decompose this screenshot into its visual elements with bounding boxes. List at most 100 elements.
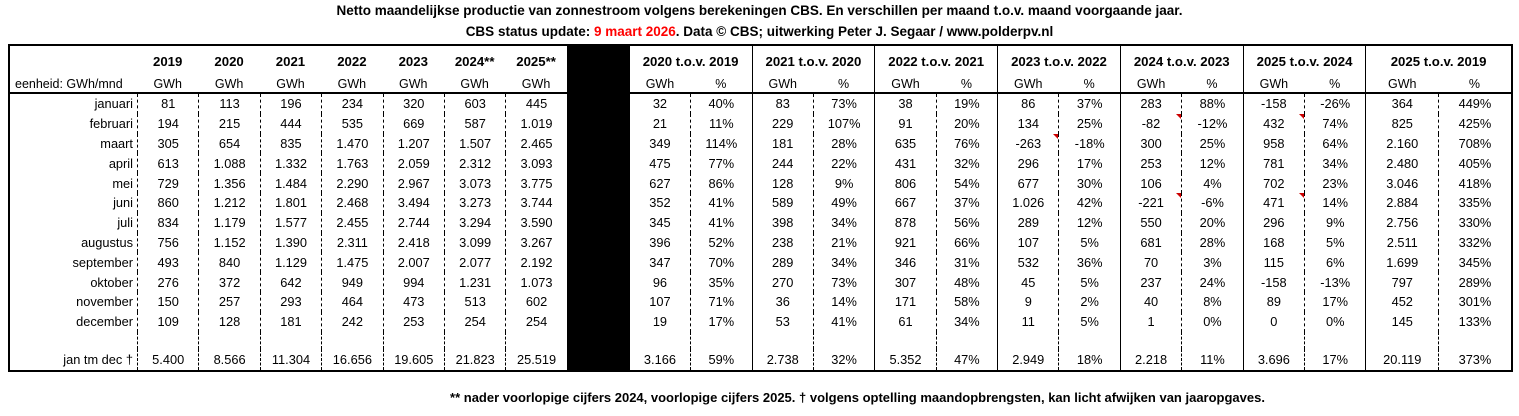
diff-pct-value-cell: 3% bbox=[1181, 252, 1242, 273]
diff-pct-total-cell: 373% bbox=[1438, 348, 1511, 370]
year-value-cell: 2.418 bbox=[382, 232, 444, 253]
diff-gwh-value-text: 432 bbox=[1263, 116, 1285, 132]
diff-gwh-value-cell: 32 bbox=[628, 94, 690, 114]
diff-gwh-value-cell: 627 bbox=[628, 173, 690, 193]
diff-pct-value-cell: 76% bbox=[935, 133, 997, 154]
spacer-cell bbox=[1119, 331, 1181, 349]
year-value-cell: 81 bbox=[137, 94, 198, 114]
diff-gwh-total-cell: 5.352 bbox=[874, 348, 935, 370]
year-value-cell: 669 bbox=[382, 113, 444, 134]
diff-pct-value-cell: 34% bbox=[812, 212, 874, 233]
year-value-cell: 729 bbox=[137, 173, 198, 193]
diff-pct-value-cell: -13% bbox=[1304, 272, 1365, 292]
unit-header-pct: % bbox=[1438, 76, 1511, 94]
diff-pct-total-cell: 59% bbox=[690, 348, 751, 370]
diff-pct-value-cell: 86% bbox=[690, 173, 751, 193]
year-value-cell: 3.073 bbox=[443, 173, 505, 193]
diff-gwh-value-cell: 398 bbox=[751, 212, 813, 233]
diff-pct-value-cell: 52% bbox=[690, 232, 751, 253]
diff-pct-value-cell: 54% bbox=[935, 173, 997, 193]
diff-pct-value-cell: 5% bbox=[1058, 311, 1119, 332]
year-value-cell: 3.744 bbox=[505, 192, 566, 213]
diff-pct-value-cell: 405% bbox=[1438, 153, 1511, 174]
diff-pct-value-cell: 36% bbox=[1058, 252, 1119, 273]
diff-pct-value-cell: 73% bbox=[812, 272, 874, 292]
diff-gwh-value-cell: 61 bbox=[874, 311, 935, 332]
year-value-cell: 444 bbox=[259, 113, 321, 134]
diff-pct-value-cell: 2% bbox=[1058, 291, 1119, 312]
diff-pct-value-cell: 345% bbox=[1438, 252, 1511, 273]
diff-gwh-value-cell: 134 bbox=[997, 113, 1058, 134]
diff-pct-value-cell: 6% bbox=[1304, 252, 1365, 273]
comment-marker-icon bbox=[1299, 192, 1305, 198]
spacer-cell bbox=[259, 331, 321, 349]
diff-gwh-value-cell: 296 bbox=[1242, 212, 1304, 233]
diff-gwh-value-cell: 45 bbox=[997, 272, 1058, 292]
diff-gwh-value-cell: 107 bbox=[628, 291, 690, 312]
diff-pct-total-cell: 32% bbox=[812, 348, 874, 370]
year-header: 2020 bbox=[214, 53, 244, 69]
diff-pct-value-cell: 28% bbox=[812, 133, 874, 154]
year-value-cell: 2.290 bbox=[321, 173, 382, 193]
spacer-cell bbox=[874, 331, 935, 349]
diff-gwh-value-cell: 431 bbox=[874, 153, 935, 174]
diff-pct-value-cell: 58% bbox=[935, 291, 997, 312]
diff-pct-value-cell: -26% bbox=[1304, 94, 1365, 114]
diff-gwh-value-cell: 128 bbox=[751, 173, 813, 193]
year-value-cell: 1.390 bbox=[259, 232, 321, 253]
year-value-cell: 860 bbox=[137, 192, 198, 213]
year-header: 2024** bbox=[454, 53, 495, 69]
diff-gwh-value-cell: 681 bbox=[1119, 232, 1181, 253]
spacer-cell bbox=[935, 331, 997, 349]
diff-gwh-value-cell: 253 bbox=[1119, 153, 1181, 174]
diff-pct-value-cell: 21% bbox=[812, 232, 874, 253]
diff-gwh-value-cell: 168 bbox=[1242, 232, 1304, 253]
year-value-cell: 1.332 bbox=[259, 153, 321, 174]
year-value-cell: 513 bbox=[443, 291, 505, 312]
diff-pct-value-cell: 64% bbox=[1304, 133, 1365, 154]
diff-gwh-value-cell: 307 bbox=[874, 272, 935, 292]
year-value-cell: 994 bbox=[382, 272, 444, 292]
diff-pct-value-cell: 49% bbox=[812, 192, 874, 213]
year-value-cell: 613 bbox=[137, 153, 198, 174]
diff-gwh-value-cell: 89 bbox=[1242, 291, 1304, 312]
unit-header-pct: % bbox=[690, 76, 752, 94]
diff-pct-value-cell: 70% bbox=[690, 252, 751, 273]
diff-gwh-value-cell: 181 bbox=[751, 133, 813, 154]
comment-marker-icon bbox=[1299, 113, 1305, 119]
year-value-cell: 2.744 bbox=[382, 212, 444, 233]
diff-pct-value-cell: 12% bbox=[1181, 153, 1242, 174]
year-header: 2022 bbox=[337, 53, 367, 69]
status-prefix: CBS status update: bbox=[465, 24, 594, 39]
year-value-cell: 3.775 bbox=[505, 173, 566, 193]
year-value-cell: 2.465 bbox=[505, 133, 566, 154]
year-value-cell: 3.099 bbox=[443, 232, 505, 253]
spacer-cell bbox=[137, 331, 198, 349]
diff-gwh-value-cell: 825 bbox=[1365, 113, 1438, 134]
year-value-cell: 1.801 bbox=[259, 192, 321, 213]
year-value-cell: 276 bbox=[137, 272, 198, 292]
diff-gwh-total-cell: 2.218 bbox=[1119, 348, 1181, 370]
diff-pct-value-cell: 12% bbox=[1058, 212, 1119, 233]
diff-pct-value-cell: 23% bbox=[1304, 173, 1365, 193]
diff-gwh-value-cell: 806 bbox=[874, 173, 935, 193]
diff-gwh-value-cell: 635 bbox=[874, 133, 935, 154]
year-value-cell: 254 bbox=[443, 311, 505, 332]
year-value-cell: 949 bbox=[321, 272, 382, 292]
year-value-cell: 194 bbox=[137, 113, 198, 134]
diff-pct-value-cell: 41% bbox=[690, 212, 751, 233]
diff-gwh-total-cell: 2.949 bbox=[997, 348, 1058, 370]
diff-group-header: 2021 t.o.v. 2020 bbox=[751, 46, 875, 76]
year-value-cell: 2.455 bbox=[321, 212, 382, 233]
diff-gwh-value-cell: 1 bbox=[1119, 311, 1181, 332]
year-value-cell: 293 bbox=[259, 291, 321, 312]
spacer-cell bbox=[1181, 331, 1242, 349]
diff-gwh-value-cell: 364 bbox=[1365, 94, 1438, 114]
year-total-cell: 5.400 bbox=[137, 348, 198, 370]
diff-pct-value-cell: 301% bbox=[1438, 291, 1511, 312]
diff-pct-value-cell: 114% bbox=[690, 133, 751, 154]
diff-gwh-value-cell: 349 bbox=[628, 133, 690, 154]
page-title: Netto maandelijkse productie van zonnest… bbox=[336, 3, 1183, 18]
diff-gwh-value-cell: 677 bbox=[997, 173, 1058, 193]
month-label: februari bbox=[89, 116, 133, 132]
